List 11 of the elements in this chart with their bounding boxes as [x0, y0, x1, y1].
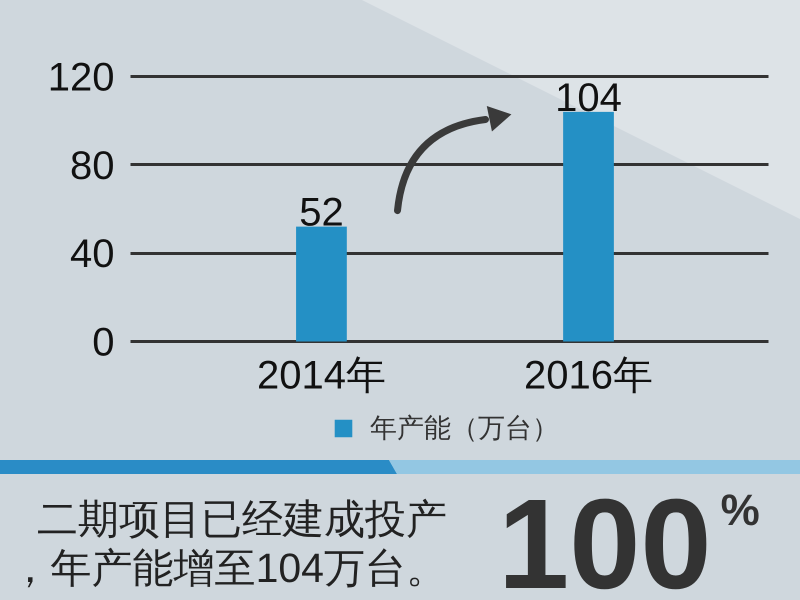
x-tick-label: 2014年	[256, 354, 386, 398]
text: 二期项目已经建成投产，年产能增至104万台。	[10, 495, 447, 593]
x-tick-label: 2016年	[524, 354, 653, 398]
data-label: 52	[299, 190, 344, 235]
y-tick-label: 0	[92, 320, 115, 364]
text: 100%	[498, 473, 760, 600]
data-label: 104	[555, 76, 622, 120]
y-tick-label: 40	[70, 232, 115, 276]
y-tick-label: 120	[48, 56, 115, 100]
legend-label: 年产能（万台）	[370, 412, 559, 445]
y-tick-label: 80	[70, 144, 115, 188]
